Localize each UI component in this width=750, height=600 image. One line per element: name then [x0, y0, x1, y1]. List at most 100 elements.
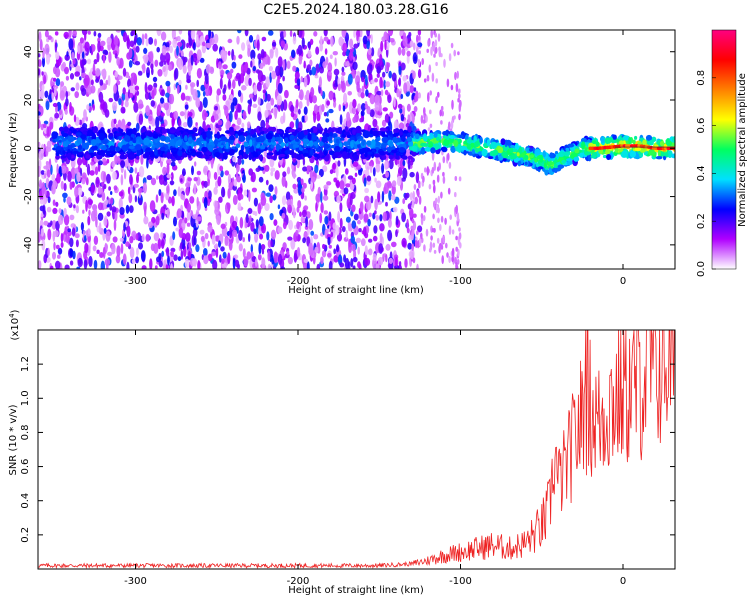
spectrogram-cell [320, 35, 323, 45]
spectrogram-cell [359, 263, 362, 269]
spectrogram-cell [155, 194, 159, 203]
spectrogram-cell [328, 211, 332, 222]
spectrogram-cell [63, 207, 67, 217]
spectrogram-cell [316, 111, 321, 122]
spectrogram-cell [267, 239, 272, 248]
spectrogram-cell [322, 61, 327, 69]
spectrogram-cell [148, 51, 154, 63]
spectrogram-cell [289, 30, 293, 37]
spectrogram-cell [81, 88, 87, 96]
spectrogram-cell [106, 263, 109, 269]
spectrogram-cell [173, 136, 177, 143]
spectrogram-cell [188, 242, 192, 249]
spectrogram-cell [514, 142, 520, 151]
spectrogram-cell [286, 166, 291, 175]
spectrogram-cell [146, 157, 149, 169]
colorbar-tick-label: 0.8 [696, 70, 707, 86]
spectrogram-cell [272, 41, 277, 47]
spectrogram-cell [407, 203, 412, 210]
spectrogram-cell [245, 213, 249, 224]
spectrogram-cell [114, 155, 118, 165]
spectrogram-cell [204, 88, 211, 97]
spectrogram-cell [177, 41, 183, 47]
colorbar-gradient [711, 29, 737, 270]
spectrogram-cell [340, 78, 345, 90]
spectrogram-cell [364, 187, 369, 194]
spectrogram-cell [337, 160, 341, 167]
spectrogram-cell [357, 103, 361, 113]
spectrogram-cell [258, 176, 264, 183]
spectrogram-cell [418, 35, 421, 41]
spectrogram-cell [311, 134, 317, 141]
spectrogram-cell [247, 47, 251, 58]
spectrogram-cell [322, 243, 326, 250]
spectrogram-cell [91, 145, 98, 151]
spectrogram-cell [563, 151, 570, 157]
spectrogram-cell [343, 254, 347, 263]
spectrogram-cell [38, 53, 41, 58]
spectrogram-cell [416, 230, 419, 236]
spectrogram-cell [156, 46, 160, 53]
spectrogram-cell [565, 147, 570, 152]
spectrogram-cell [217, 61, 222, 70]
spectrogram-cell [176, 84, 180, 95]
spectrogram-cell [43, 124, 47, 129]
spectrogram-cell [145, 233, 150, 242]
spectrogram-cell [103, 171, 107, 183]
spectrogram-cell [323, 36, 329, 42]
spectrogram-cell [605, 148, 611, 156]
spectrogram-cell [72, 150, 79, 154]
spectrogram-cell [51, 90, 54, 101]
spectrogram-cell [659, 151, 666, 157]
spectrogram-cell [127, 121, 132, 127]
spectrogram-cell [444, 217, 447, 225]
spectrogram-cell [353, 43, 359, 49]
spectrogram-cell [78, 144, 83, 150]
spectrogram-cell [386, 146, 392, 153]
spectrogram-cell [412, 213, 417, 218]
spectrogram-cell [454, 176, 458, 181]
spectrogram-cell [199, 57, 205, 63]
spectrogram-cell [357, 246, 361, 255]
spectrogram-cell [417, 225, 423, 233]
spectrogram-cell [177, 58, 184, 70]
spectrogram-cell [404, 193, 408, 201]
spectrogram-cell [79, 76, 82, 81]
spectrogram-cell [249, 215, 252, 223]
spectrogram-cell [381, 119, 387, 127]
spectrogram-cell [423, 244, 426, 252]
spectrogram-cell [263, 92, 266, 101]
spectrogram-cell [222, 251, 227, 259]
spectrogram-cell [244, 30, 249, 37]
spectrogram-cell [303, 142, 307, 148]
spectrogram-cell [357, 143, 361, 149]
spectrogram-cell [460, 145, 467, 151]
spectrogram-cell [187, 116, 193, 128]
spectrogram-cell [176, 131, 182, 137]
spectrogram-cell [450, 42, 454, 49]
spectrogram-cell [327, 71, 332, 76]
spectrogram-cell [266, 102, 271, 112]
spectrogram-cell [63, 197, 66, 203]
spectrogram-cell [128, 154, 135, 159]
spectrogram-cell [286, 60, 291, 70]
spectrogram-cell [130, 72, 137, 78]
spectrogram-cell [205, 64, 211, 74]
spectrogram-cell [66, 51, 69, 57]
spectrogram-cell [129, 40, 135, 48]
spectrogram-cell [213, 171, 218, 181]
spectrogram-cell [122, 108, 126, 114]
spectrogram-cell [97, 202, 104, 211]
spectrogram-cell [371, 139, 376, 147]
spectrogram-cell [286, 199, 292, 207]
spectrogram-cell [219, 254, 222, 263]
spectrogram-cell [557, 153, 563, 157]
spectrogram-cell [144, 147, 151, 152]
spectrogram-cell [206, 130, 212, 139]
spectrogram-cell [421, 58, 425, 65]
spectrogram-cell [76, 266, 81, 269]
spectrogram-cell [129, 136, 134, 140]
spectrogram-cell [247, 103, 251, 115]
spectrogram-cell [122, 67, 127, 77]
spectrogram-cell [52, 251, 56, 260]
